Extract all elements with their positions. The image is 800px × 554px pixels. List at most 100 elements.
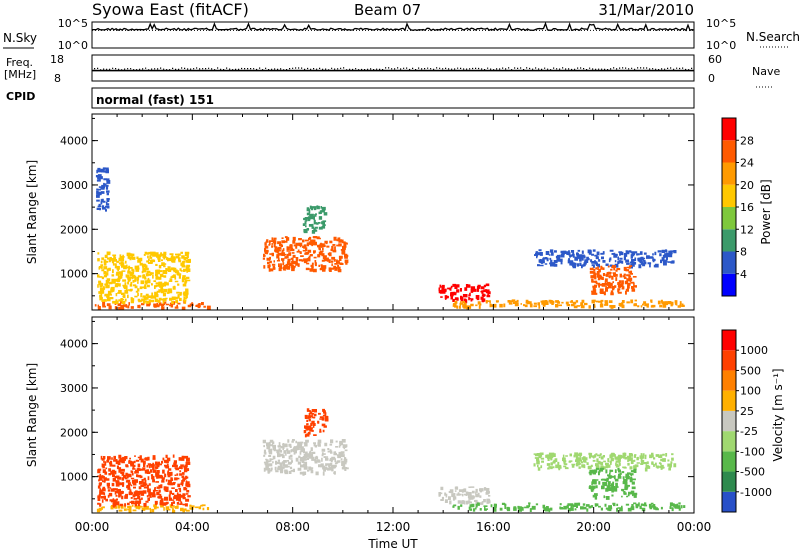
colorbar-swatch-5 <box>722 390 736 411</box>
power-scatter-area <box>94 167 685 310</box>
nsearch-label: N.Search <box>746 30 800 44</box>
scatter-feature-3 <box>303 408 329 438</box>
y-tick-label-1: 2000 <box>60 426 88 439</box>
colorbar-tick-label-7: -1000 <box>740 486 772 499</box>
freq-frame <box>91 54 695 82</box>
power-colorbar-label: Power [dB] <box>759 179 773 244</box>
colorbar-swatch-4 <box>722 184 736 207</box>
cpid-panel: CPID normal (fast) 151 <box>6 87 695 109</box>
freq-series <box>92 67 694 72</box>
nsky-tick-bottom: 10^0 <box>58 39 88 52</box>
colorbar-tick-label-5: 24 <box>740 157 754 170</box>
nsky-panel: N.Sky 10^5 10^0 10^5 10^0 N.Search <box>3 17 800 52</box>
scatter-feature-8 <box>589 265 637 296</box>
colorbar-frame <box>721 329 737 513</box>
colorbar-swatch-6 <box>722 140 736 163</box>
y-tick-label-0: 1000 <box>60 471 88 484</box>
x-axis-label: Time UT <box>367 537 418 551</box>
scatter-feature-4 <box>438 486 491 505</box>
nsky-series <box>92 21 695 32</box>
colorbar-swatch-3 <box>722 207 736 230</box>
x-tick-label-4: 16:00 <box>476 520 511 534</box>
scatter-feature-3 <box>262 236 349 273</box>
colorbar-swatch-7 <box>722 350 736 371</box>
colorbar-tick-label-1: 8 <box>740 246 747 259</box>
colorbar-swatch-1 <box>722 251 736 274</box>
colorbar-swatch-4 <box>722 410 736 432</box>
colorbar-swatch-1 <box>722 471 736 492</box>
colorbar-tick-label-1: 500 <box>740 364 761 377</box>
nave-tick-top: 60 <box>708 53 722 66</box>
scatter-feature-2 <box>97 251 191 305</box>
y-tick-label-1: 2000 <box>60 223 88 236</box>
nsky-label: N.Sky <box>3 31 37 45</box>
power-panel: 1000 2000 3000 4000 Slant Range [km] 4 8 12 16… <box>25 113 773 311</box>
colorbar-swatch-8 <box>722 330 736 351</box>
colorbar-swatch-2 <box>722 451 736 472</box>
colorbar-tick-label-0: 4 <box>740 268 747 281</box>
nsky-tick-top: 10^5 <box>58 17 88 30</box>
scatter-feature-2 <box>262 439 349 476</box>
scatter-feature-7 <box>534 249 677 269</box>
x-tick-label-6: 00:00 <box>677 520 712 534</box>
beam-title: Beam 07 <box>354 1 421 19</box>
velocity-y-axis-label: Slant Range [km] <box>25 363 39 467</box>
colorbar-tick-label-2: 12 <box>740 223 754 236</box>
colorbar-swatch-5 <box>722 162 736 185</box>
scatter-feature-6 <box>533 452 677 472</box>
colorbar-tick-label-3: 16 <box>740 201 754 214</box>
scatter-feature-5 <box>438 283 491 304</box>
power-y-ticks: 1000 2000 3000 4000 <box>60 117 694 297</box>
station-title: Syowa East (fitACF) <box>92 0 249 19</box>
x-tick-label-3: 12:00 <box>376 520 411 534</box>
velocity-colorbar: 1000 500 100 25 -25 -100 -500 -1000 <box>721 329 772 513</box>
scatter-feature-1 <box>95 167 111 212</box>
scatter-feature-6 <box>452 299 685 310</box>
nave-tick-bottom: 0 <box>708 72 715 85</box>
power-colorbar: 4 8 12 16 20 24 28 <box>721 117 754 297</box>
freq-tick-top: 18 <box>50 53 64 66</box>
scatter-feature-4 <box>302 205 328 234</box>
velocity-y-ticks: 1000 2000 3000 4000 <box>60 320 694 500</box>
y-tick-label-0: 1000 <box>60 268 88 281</box>
colorbar-tick-label-4: -25 <box>740 425 758 438</box>
cpid-label: CPID <box>6 90 35 103</box>
colorbar-swatch-7 <box>722 118 736 141</box>
colorbar-tick-label-3: 25 <box>740 405 754 418</box>
velocity-scatter-area <box>96 408 686 513</box>
nave-label: Nave <box>752 65 780 78</box>
power-x-ticks <box>91 114 695 310</box>
colorbar-tick-label-6: -500 <box>740 466 765 479</box>
colorbar-swatch-0 <box>722 273 736 296</box>
cpid-value: normal (fast) 151 <box>96 93 214 107</box>
nave-dots <box>94 67 693 71</box>
colorbar-swatch-2 <box>722 229 736 252</box>
freq-label-bottom: [MHz] <box>4 68 36 81</box>
colorbar-swatch-6 <box>722 370 736 391</box>
freq-tick-bottom: 8 <box>54 72 61 85</box>
colorbar-tick-label-2: 100 <box>740 385 761 398</box>
colorbar-tick-label-4: 20 <box>740 179 754 192</box>
velocity-x-ticks: 00:00 04:00 08:00 12:00 16:00 20:00 00:00 <box>75 317 712 534</box>
freq-label-top: Freq. <box>6 56 33 69</box>
y-tick-label-2: 3000 <box>60 179 88 192</box>
nsearch-tick-bottom: 10^0 <box>706 39 736 52</box>
y-tick-label-2: 3000 <box>60 382 88 395</box>
scatter-feature-5 <box>452 502 686 513</box>
cpid-frame <box>91 87 695 109</box>
freq-panel: Freq. [MHz] 18 8 60 0 Nave <box>4 53 780 88</box>
colorbar-swatch-3 <box>722 431 736 452</box>
y-tick-label-3: 4000 <box>60 338 88 351</box>
scatter-feature-1 <box>97 454 191 508</box>
colorbar-tick-label-5: -100 <box>740 445 765 458</box>
nsearch-tick-top: 10^5 <box>706 17 736 30</box>
colorbar-tick-label-0: 1000 <box>740 344 768 357</box>
velocity-colorbar-label: Velocity [m s⁻¹] <box>771 368 785 461</box>
y-tick-label-3: 4000 <box>60 135 88 148</box>
nsky-frame <box>91 21 695 49</box>
x-tick-label-0: 00:00 <box>75 520 110 534</box>
date-title: 31/Mar/2010 <box>598 1 694 19</box>
x-tick-label-2: 08:00 <box>275 520 310 534</box>
velocity-panel: 1000 2000 3000 4000 00:00 04:00 08:00 12:00 16:… <box>25 316 785 551</box>
